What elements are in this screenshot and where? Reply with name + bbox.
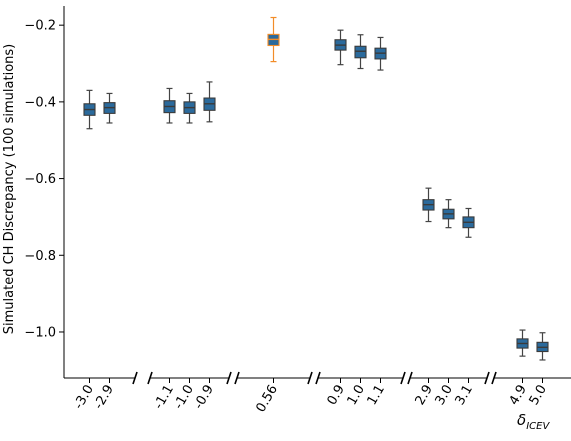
y-tick-label: −0.6: [24, 172, 56, 187]
axis-break-marker: [147, 371, 153, 385]
box-1.0: [354, 34, 367, 70]
y-tick-label: −1.0: [24, 325, 56, 340]
x-tick-label: -1.1: [151, 383, 177, 412]
x-tick-label: 0.56: [253, 383, 280, 416]
y-axis-label: Simulated CH Discrepancy (100 simulation…: [2, 44, 17, 334]
y-axis: −0.2 −0.4 −0.6 −0.8 −1.0: [24, 6, 65, 378]
y-tick-label: −0.8: [24, 249, 56, 264]
x-tick-label: 4.9: [507, 383, 530, 408]
axis-break-marker: [234, 371, 240, 385]
box-1.1: [374, 36, 387, 71]
box--1.0: [183, 92, 196, 124]
box-series: [83, 16, 549, 361]
axis-break-marker: [400, 371, 406, 385]
axis-break-marker: [491, 371, 497, 385]
x-axis-label: δICEV: [517, 411, 550, 432]
x-tick-label: 3.0: [433, 383, 456, 408]
x-tick-label: 2.9: [413, 383, 436, 408]
box-0.56: [267, 16, 280, 63]
axis-break-marker: [132, 371, 138, 385]
box-2.9: [422, 187, 435, 223]
x-axis: -3.0-2.9 -1.1-1.0-0.9 0.56 0.91.01.1 2.93.03…: [64, 371, 571, 416]
box-3.0: [442, 199, 455, 229]
box--1.1: [163, 87, 176, 124]
x-tick-label: -1.0: [171, 383, 197, 412]
x-tick-label: -2.9: [91, 383, 117, 412]
x-axis-label-symbol: δ: [517, 411, 526, 429]
axis-break-marker: [484, 371, 490, 385]
x-tick-label: -3.0: [71, 383, 97, 412]
box-4.9: [516, 329, 529, 357]
axis-break-marker: [315, 371, 321, 385]
y-tick-label: −0.4: [24, 95, 56, 110]
axis-break-marker: [307, 371, 313, 385]
box-body: [354, 45, 367, 59]
x-tick-label: 0.9: [325, 383, 348, 408]
axis-break-marker: [226, 371, 232, 385]
box--3.0: [83, 89, 96, 130]
x-tick-label: 5.0: [527, 383, 550, 408]
x-tick-label: -0.9: [191, 383, 217, 412]
x-tick-label: 1.0: [345, 383, 368, 408]
x-tick-label: 1.1: [365, 383, 388, 408]
y-tick-label: −0.2: [24, 19, 56, 34]
box--2.9: [103, 92, 116, 124]
x-tick-label: 3.1: [453, 383, 476, 408]
box-5.0: [536, 332, 549, 361]
box--0.9: [203, 81, 216, 123]
box-0.9: [334, 29, 347, 66]
x-axis-label-subscript: ICEV: [526, 421, 550, 432]
axis-break-marker: [407, 371, 413, 385]
box-3.1: [462, 207, 475, 238]
